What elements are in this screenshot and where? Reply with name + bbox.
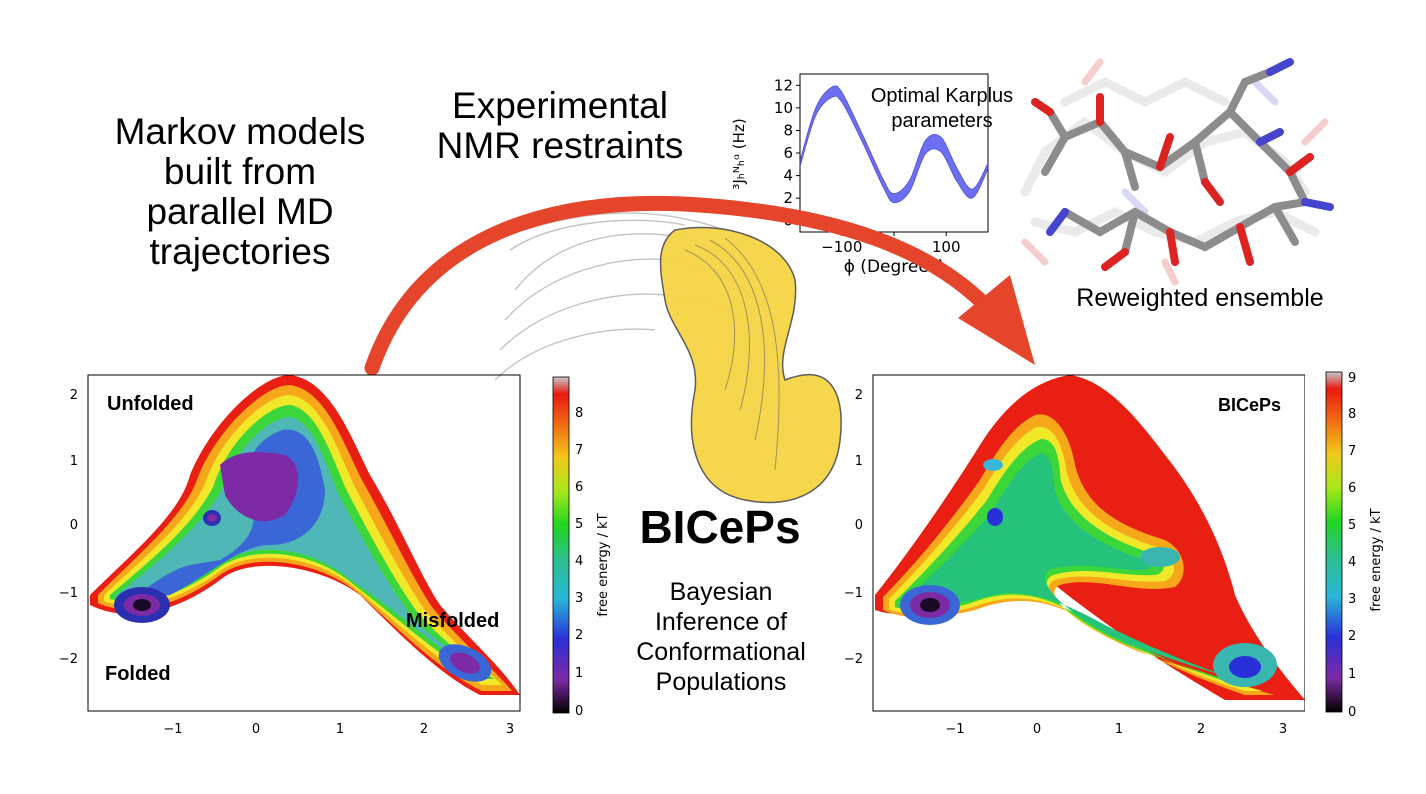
left-cb-tick: 6: [575, 480, 583, 495]
right-cb-tick: 9: [1348, 371, 1356, 386]
karplus-xtick-label: 100: [932, 238, 961, 256]
right-y-ticks: 2 1 0 −1 −2: [844, 388, 863, 667]
left-axes-frame: [87, 374, 521, 712]
markov-line: built from: [163, 151, 317, 192]
experimental-label: Experimental NMR restraints: [405, 86, 715, 166]
markov-line: parallel MD: [146, 191, 334, 232]
karplus-ytick-label: 4: [783, 167, 793, 185]
yellow-arm-shape: [659, 226, 842, 504]
right-cb-tick: 5: [1348, 518, 1356, 533]
karplus-ytick-label: 2: [783, 189, 793, 207]
molecule-structure: [1020, 58, 1334, 286]
cartoon-figure: [495, 212, 842, 504]
right-y-tick: −1: [844, 586, 863, 601]
arrow-curve: [364, 195, 993, 376]
right-colorbar-label: free energy / kT: [1369, 508, 1384, 611]
right-cb-tick: 6: [1348, 481, 1356, 496]
right-cb-tick: 8: [1348, 407, 1356, 422]
left-x-tick: 1: [336, 722, 344, 737]
left-cb-tick: 3: [575, 591, 583, 606]
left-colorbar-gradient: [552, 376, 570, 714]
karplus-ytick-label: 6: [783, 144, 793, 162]
right-x-tick: 0: [1033, 722, 1041, 737]
right-colorbar: 0 1 2 3 4 5 6 7 8 9 free energy / kT: [1325, 371, 1384, 720]
right-energy-plot: −1 0 1 2 3 2 1 0 −1 −2: [844, 374, 1305, 737]
karplus-label: Optimal Karplus parameters: [842, 84, 1042, 134]
right-biceps-badge: BICePs: [1218, 395, 1282, 415]
right-x-tick: 2: [1197, 722, 1205, 737]
right-colorbar-gradient: [1325, 371, 1343, 713]
right-cb-tick: 2: [1348, 629, 1356, 644]
biceps-title: BICePs: [639, 501, 801, 553]
right-y-tick: −2: [844, 652, 863, 667]
right-x-tick: −1: [945, 722, 964, 737]
right-cb-tick: 0: [1348, 705, 1356, 720]
bayes-label: Bayesian Inference of Conformational Pop…: [605, 577, 837, 697]
right-x-tick: 3: [1279, 722, 1287, 737]
left-x-ticks: −1 0 1 2 3: [163, 722, 514, 737]
right-cb-tick: 1: [1348, 667, 1356, 682]
right-x-tick: 1: [1115, 722, 1123, 737]
left-cb-tick: 5: [575, 517, 583, 532]
karplus-ytick-label: 10: [774, 99, 793, 117]
left-colorbar-label: free energy / kT: [596, 513, 611, 616]
karplus-ylabel: ³Jₕᴺₕᵅ (Hz): [730, 118, 748, 189]
right-y-tick: 0: [855, 518, 863, 533]
left-cb-tick: 7: [575, 443, 583, 458]
left-cb-tick: 0: [575, 704, 583, 719]
folded-label: Folded: [105, 663, 171, 685]
left-colorbar: 0 1 2 3 4 5 6 7 8 free energy / kT: [552, 376, 611, 719]
right-cb-tick: 7: [1348, 444, 1356, 459]
left-x-tick: 0: [252, 722, 260, 737]
left-x-tick: 3: [506, 722, 514, 737]
left-y-ticks: 2 1 0 −1 −2: [59, 388, 78, 667]
reweighted-label: Reweighted ensemble: [1076, 284, 1324, 312]
karplus-line: Optimal Karplus: [870, 85, 1014, 107]
left-x-tick: 2: [420, 722, 428, 737]
bayes-line: Inference of: [654, 608, 788, 636]
arrow-head: [958, 275, 1035, 365]
left-cb-tick: 8: [575, 406, 583, 421]
left-y-tick: −1: [59, 586, 78, 601]
right-x-ticks: −1 0 1 2 3: [945, 722, 1287, 737]
karplus-ytick-label: 12: [774, 76, 793, 94]
misfolded-label: Misfolded: [406, 610, 500, 632]
bayes-line: Populations: [655, 668, 787, 696]
markov-label: Markov models built from parallel MD tra…: [80, 112, 400, 272]
unfolded-label: Unfolded: [107, 393, 194, 415]
bayes-line: Bayesian: [669, 578, 773, 606]
right-cb-tick: 4: [1348, 555, 1356, 570]
left-cb-tick: 2: [575, 628, 583, 643]
bayes-line: Conformational: [636, 638, 806, 666]
karplus-line: parameters: [891, 110, 993, 132]
left-y-tick: 2: [70, 388, 78, 403]
left-energy-plot: −1 0 1 2 3 2 1 0 −1 −2: [59, 374, 521, 737]
experimental-line: NMR restraints: [436, 125, 684, 166]
left-cb-tick: 1: [575, 666, 583, 681]
left-y-tick: 1: [70, 454, 78, 469]
markov-line: Markov models: [114, 111, 366, 152]
left-y-tick: −2: [59, 652, 78, 667]
left-landscape: [90, 375, 520, 695]
right-cb-tick: 3: [1348, 592, 1356, 607]
left-cb-tick: 4: [575, 554, 583, 569]
karplus-axes-frame: [799, 73, 989, 233]
left-x-tick: −1: [163, 722, 182, 737]
right-y-tick: 2: [855, 388, 863, 403]
right-landscape: [875, 375, 1305, 700]
markov-line: trajectories: [149, 231, 331, 272]
karplus-xtick-label: −100: [821, 238, 862, 256]
left-y-tick: 0: [70, 518, 78, 533]
karplus-band: [799, 85, 989, 204]
karplus-ytick-label: 8: [783, 121, 793, 139]
experimental-line: Experimental: [452, 85, 668, 126]
right-axes-frame: [872, 374, 1305, 712]
right-y-tick: 1: [855, 454, 863, 469]
